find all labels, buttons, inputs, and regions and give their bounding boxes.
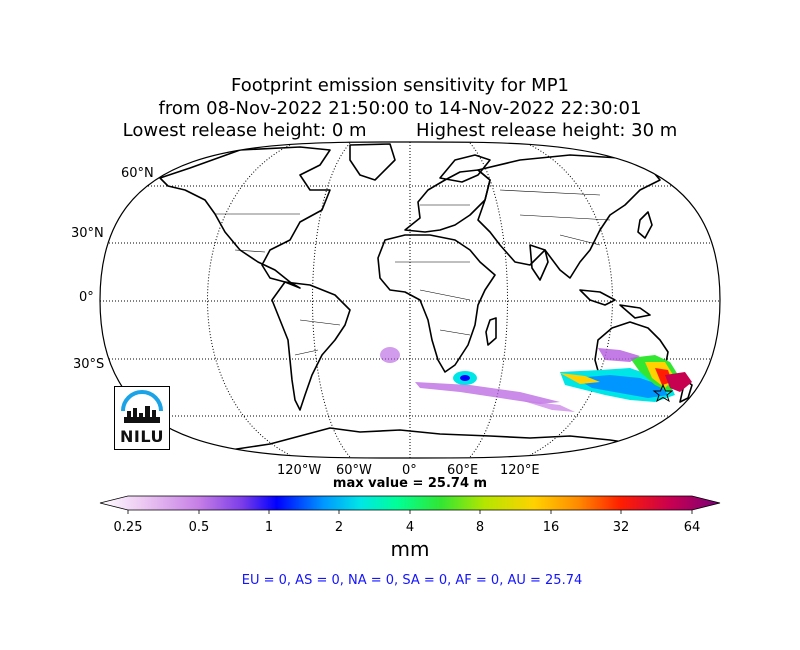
emission-plume — [380, 347, 692, 412]
colorbar-unit: mm — [390, 537, 430, 561]
highest-release-height: Highest release height: 30 m — [416, 120, 678, 141]
colorbar-tick: 4 — [405, 520, 415, 535]
longitude-gridlines — [207, 142, 613, 458]
colorbar-tick: 32 — [612, 520, 630, 535]
lat-label-30n: 30°N — [71, 226, 104, 241]
lon-label-120w: 120°W — [277, 463, 322, 478]
nilu-logo: NILU — [114, 386, 170, 450]
colorbar-tick: 8 — [475, 520, 485, 535]
lon-label-120e: 120°E — [500, 463, 540, 478]
colorbar-tick: 0.5 — [188, 520, 210, 535]
nilu-logo-icon — [121, 390, 163, 423]
map-title-line-2: from 08-Nov-2022 21:50:00 to 14-Nov-2022… — [158, 98, 642, 119]
map-title-line-3: Lowest release height: 0 m Highest relea… — [0, 118, 800, 144]
lon-label-0: 0° — [402, 463, 417, 478]
globe-outline — [99, 141, 721, 459]
lon-label-60w: 60°W — [336, 463, 372, 478]
nilu-logo-text: NILU — [120, 427, 164, 446]
colorbar-tick: 1 — [264, 520, 274, 535]
colorbar-tick: 0.25 — [113, 520, 143, 535]
lat-label-30s: 30°S — [73, 357, 105, 372]
lat-label-60n: 60°N — [121, 166, 154, 181]
region-totals: EU = 0, AS = 0, NA = 0, SA = 0, AF = 0, … — [241, 573, 583, 588]
lat-label-0: 0° — [79, 290, 94, 305]
country-borders — [215, 189, 611, 356]
max-value-label: max value = 25.74 m — [332, 476, 488, 491]
lowest-release-height: Lowest release height: 0 m — [122, 120, 367, 141]
release-site-star-icon — [652, 383, 674, 403]
colorbar — [99, 495, 721, 514]
colorbar-tick: 2 — [334, 520, 344, 535]
colorbar-tick: 16 — [542, 520, 560, 535]
lon-label-60e: 60°E — [447, 463, 479, 478]
map-title-line-1: Footprint emission sensitivity for MP1 — [230, 75, 569, 96]
colorbar-tick: 64 — [683, 520, 701, 535]
